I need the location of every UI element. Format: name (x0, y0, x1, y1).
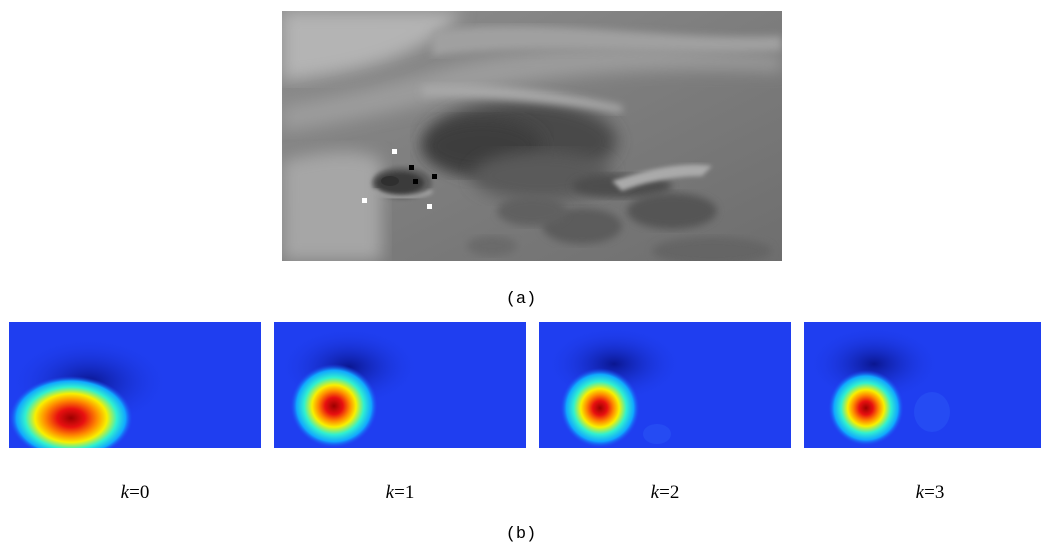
k-label-3: k=3 (915, 482, 945, 503)
black-marker (432, 174, 437, 179)
k-label-2: k=2 (650, 482, 680, 503)
caption-b: (b) (505, 525, 537, 544)
white-marker (427, 204, 432, 209)
heatmap-k3 (804, 322, 1041, 448)
grayscale-image (282, 11, 782, 261)
white-marker (392, 149, 397, 154)
white-marker (362, 198, 367, 203)
black-marker (409, 165, 414, 170)
heatmap-k1 (274, 322, 526, 448)
k-label-1: k=1 (385, 482, 415, 503)
k-label-0: k=0 (120, 482, 150, 503)
heatmap-k2 (539, 322, 791, 448)
heatmap-k0 (9, 322, 261, 448)
black-marker (413, 179, 418, 184)
caption-a: (a) (505, 290, 537, 309)
